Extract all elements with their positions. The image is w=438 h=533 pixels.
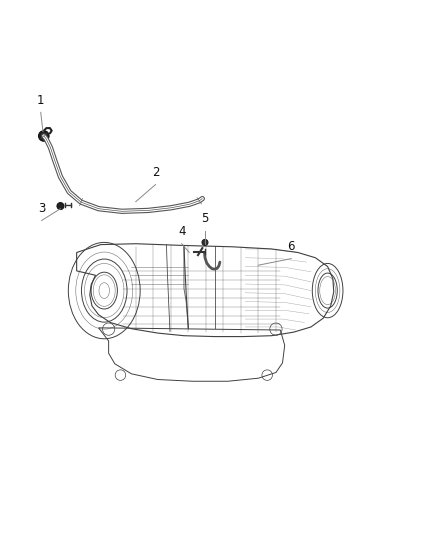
- Circle shape: [39, 131, 49, 141]
- Text: 6: 6: [287, 240, 295, 253]
- Text: 4: 4: [178, 225, 186, 238]
- Circle shape: [57, 203, 64, 209]
- Text: 2: 2: [152, 166, 159, 179]
- Text: 1: 1: [37, 94, 45, 107]
- Text: 5: 5: [201, 212, 208, 225]
- Text: 3: 3: [38, 202, 45, 215]
- Circle shape: [202, 239, 208, 246]
